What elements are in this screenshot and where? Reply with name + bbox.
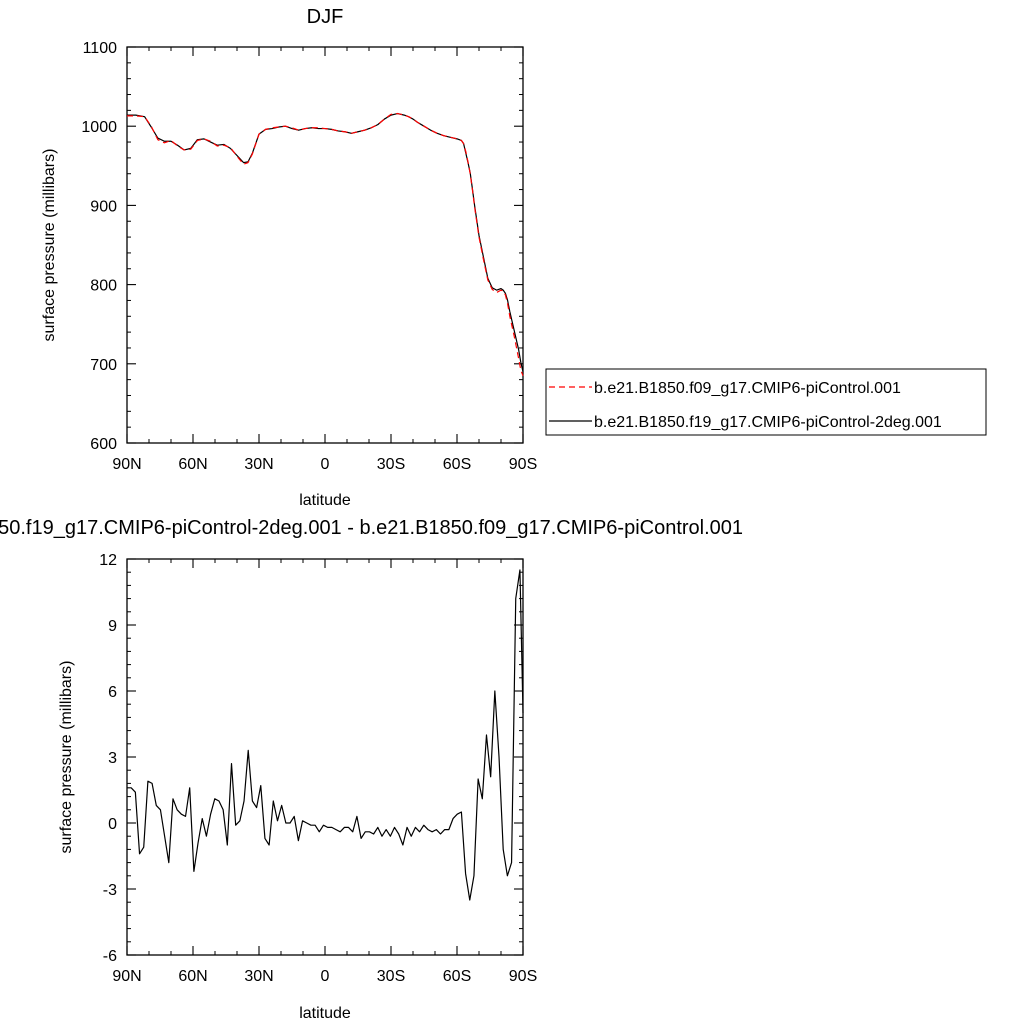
bottom-panel: b.e21.B1850.f19_g17.CMIP6-piControl-2deg… [0, 517, 743, 1022]
top-x-tick-label: 90S [509, 456, 537, 473]
top-plot-frame [126, 46, 524, 444]
bottom-axis-ticks: 90N 60N 30N 0 30S 60S 90S 12 9 6 3 0 -3 -6 [99, 552, 537, 985]
top-y-tick-label: 700 [90, 357, 117, 374]
bottom-series-line-f19 [127, 569, 524, 901]
bottom-x-tick-label: 60N [178, 968, 207, 985]
bottom-x-tick-label: 0 [321, 968, 330, 985]
top-y-tick-label: 1100 [83, 40, 118, 57]
bottom-x-tick-label: 90S [509, 968, 537, 985]
bottom-x-tick-label: 30S [377, 968, 405, 985]
top-y-axis-label: surface pressure (millibars) [41, 149, 58, 342]
top-x-tick-label: 90N [112, 456, 141, 473]
top-series-line-f19 [127, 112, 524, 372]
bottom-chart-title: b.e21.B1850.f19_g17.CMIP6-piControl-2deg… [0, 517, 743, 539]
top-x-tick-label: 30N [244, 456, 273, 473]
bottom-y-tick-label: -6 [103, 948, 117, 965]
bottom-x-tick-label: 60S [443, 968, 471, 985]
top-series-line-f09 [127, 112, 524, 376]
top-x-axis-label: latitude [299, 492, 351, 509]
legend-box [545, 368, 987, 436]
bottom-y-tick-label: 6 [108, 684, 117, 701]
bottom-y-axis-label: surface pressure (millibars) [58, 661, 75, 854]
bottom-x-tick-label: 30N [244, 968, 273, 985]
top-y-tick-label: 800 [90, 278, 117, 295]
top-y-tick-label: 900 [90, 198, 117, 215]
top-y-tick-label: 600 [90, 436, 117, 453]
bottom-y-tick-label: 3 [108, 750, 117, 767]
top-y-tick-label: 1000 [81, 119, 117, 136]
legend-label-f09: b.e21.B1850.f09_g17.CMIP6-piControl.001 [594, 380, 901, 397]
bottom-y-tick-label: -3 [103, 882, 117, 899]
bottom-y-tick-label: 0 [108, 816, 117, 833]
bottom-series-group [127, 569, 524, 901]
top-panel: DJF 90N 60N 30N 0 30S 60S 90S 1100 1000 900 800 700… [41, 6, 537, 509]
legend: b.e21.B1850.f09_g17.CMIP6-piControl.001 … [545, 368, 987, 436]
top-x-tick-label: 60S [443, 456, 471, 473]
top-series-group [127, 112, 524, 376]
bottom-x-axis-label: latitude [299, 1005, 351, 1022]
top-chart-title: DJF [307, 6, 344, 28]
bottom-x-tick-label: 90N [112, 968, 141, 985]
top-x-tick-label: 30S [377, 456, 405, 473]
bottom-y-tick-label: 12 [99, 552, 117, 569]
bottom-plot-frame [126, 558, 524, 956]
top-x-tick-label: 0 [321, 456, 330, 473]
top-x-tick-label: 60N [178, 456, 207, 473]
legend-label-f19: b.e21.B1850.f19_g17.CMIP6-piControl-2deg… [594, 414, 942, 431]
top-axis-ticks: 90N 60N 30N 0 30S 60S 90S 1100 1000 900 800 700 600 [81, 40, 537, 473]
bottom-y-tick-label: 9 [108, 618, 117, 635]
